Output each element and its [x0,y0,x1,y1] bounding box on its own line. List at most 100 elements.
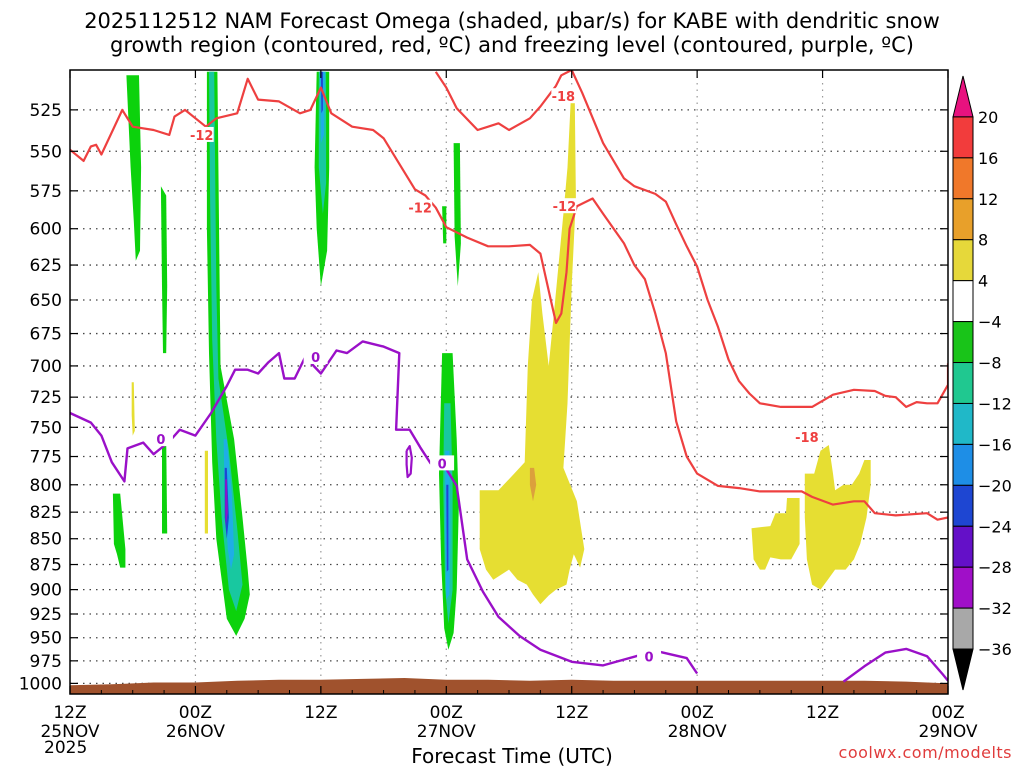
colorbar-top-arrow [952,75,974,118]
y-tick-label-950: 950 [30,629,62,649]
contour-labels: -12 -12 -12 -18 -18 0 0 0 0 [148,88,819,665]
source-credit: coolwx.com/modelts [838,743,1012,762]
omega-green-lowleft [112,493,126,568]
y-tick-label-625: 625 [30,256,62,276]
red-contour-label-4: -18 [795,431,819,446]
colorbar-swatch-12 [952,566,974,609]
contour-freezing-level [70,340,699,675]
omega-yellow-small1 [131,382,135,436]
y-tick-label-875: 875 [30,556,62,576]
y-tick-label-575: 575 [30,182,62,202]
y-tick-label-775: 775 [30,448,62,468]
colorbar-swatch-2 [952,157,974,200]
contour-red-minus12 [70,77,948,521]
x-tick-label-7: 00Z [931,703,964,723]
colorbar-swatch-5 [952,280,974,323]
red-contour-label-bg-4 [794,428,819,444]
red-contour-label-2: -12 [553,200,577,215]
red-contour-label-0: -12 [190,129,214,144]
y-tick-label-925: 925 [30,605,62,625]
colorbar-label-7: −12 [978,394,1012,413]
x-tick-date-3: 27NOV [417,722,476,742]
omega-yellow-r2 [804,445,871,590]
x-axis-year: 2025 [44,738,88,758]
x-axis-title: Forecast Time (UTC) [411,744,613,768]
y-tick-label-550: 550 [30,142,62,162]
red-contour-label-bg-0 [189,126,214,142]
x-tick-date-7: 29NOV [918,722,977,742]
colorbar-label-0: 20 [978,108,998,127]
x-tick-label-0: 12Z [53,703,86,723]
purple-contour-label-0: 0 [311,351,320,366]
y-tick-label-600: 600 [30,220,62,240]
colorbar-bottom-arrow [952,648,974,691]
colorbar-label-1: 16 [978,149,998,168]
y-axis: 525 550 575 600 625 650 675 700 725 750 775 800 825 8… [19,101,948,694]
x-tick-label-4: 12Z [555,703,588,723]
red-contour-label-bg-2 [552,198,577,214]
omega-green-col2b [162,439,168,534]
y-tick-label-1000: 1000 [19,674,62,694]
colorbar-swatch-11 [952,525,974,568]
omega-green-main1 [206,71,250,636]
colorbar-label-3: 8 [978,231,988,250]
colorbar-label-8: −16 [978,435,1012,454]
x-tick-label-1: 00Z [179,703,212,723]
colorbar-label-12: −32 [978,599,1012,618]
colorbar-swatch-13 [952,607,974,650]
colorbar-label-9: −20 [978,476,1012,495]
purple-contour-label-bg-2 [430,455,455,471]
omega-yellow-small2 [204,450,208,534]
colorbar-swatch-4 [952,239,974,282]
purple-contour-label-bg-3 [637,648,662,664]
omega-yellow-r1 [751,498,800,570]
omega-orange-spot [529,467,537,502]
red-contour-label-1: -12 [408,202,432,217]
purple-contour-label-bg-0 [303,348,328,364]
purple-contour-label-bg-1 [148,431,173,447]
red-contour-label-bg-3 [551,88,576,104]
y-tick-label-700: 700 [30,357,62,377]
colorbar-swatch-1 [952,116,974,159]
y-tick-label-800: 800 [30,476,62,496]
colorbar-swatch-9 [952,443,974,486]
y-tick-label-675: 675 [30,325,62,345]
omega-green-col2 [160,186,168,354]
purple-contour-label-1: 0 [156,433,165,448]
red-contour-label-3: -18 [552,90,576,105]
y-tick-label-525: 525 [30,101,62,121]
colorbar-swatch-3 [952,198,974,241]
y-tick-label-975: 975 [30,652,62,672]
omega-green-col4 [453,143,461,287]
colorbar-label-13: −36 [978,640,1012,659]
red-contour-label-bg-1 [408,199,433,215]
contour-freezing-level-right [842,647,948,683]
chart-title-line2: growth region (contoured, red, ºC) and f… [110,33,914,57]
colorbar-label-10: −24 [978,517,1012,536]
colorbar-label-5: −4 [978,313,1002,332]
y-tick-label-650: 650 [30,291,62,311]
colorbar-swatch-6 [952,321,974,364]
x-tick-label-3: 00Z [430,703,463,723]
colorbar-label-2: 12 [978,190,998,209]
x-tick-date-5: 28NOV [668,722,727,742]
omega-yellow-big1 [479,101,585,605]
colorbar-swatch-10 [952,484,974,527]
x-tick-label-2: 12Z [304,703,337,723]
purple-contour-label-3: 0 [645,650,654,665]
purple-contour-label-2: 0 [438,457,447,472]
chart-title-line1: 2025112512 NAM Forecast Omega (shaded, μ… [84,9,940,33]
y-tick-label-900: 900 [30,581,62,601]
x-tick-date-1: 26NOV [166,722,225,742]
y-tick-label-825: 825 [30,503,62,523]
y-tick-label-850: 850 [30,530,62,550]
colorbar: 20 16 12 8 4 −4 −8 −12 −16 −20 −24 −28 −32 −36 [952,75,1012,691]
colorbar-label-4: 4 [978,272,988,291]
colorbar-label-11: −28 [978,558,1012,577]
plot-area [70,70,948,694]
colorbar-swatch-8 [952,402,974,445]
x-tick-label-6: 12Z [806,703,839,723]
omega-blue-col5 [446,484,449,572]
